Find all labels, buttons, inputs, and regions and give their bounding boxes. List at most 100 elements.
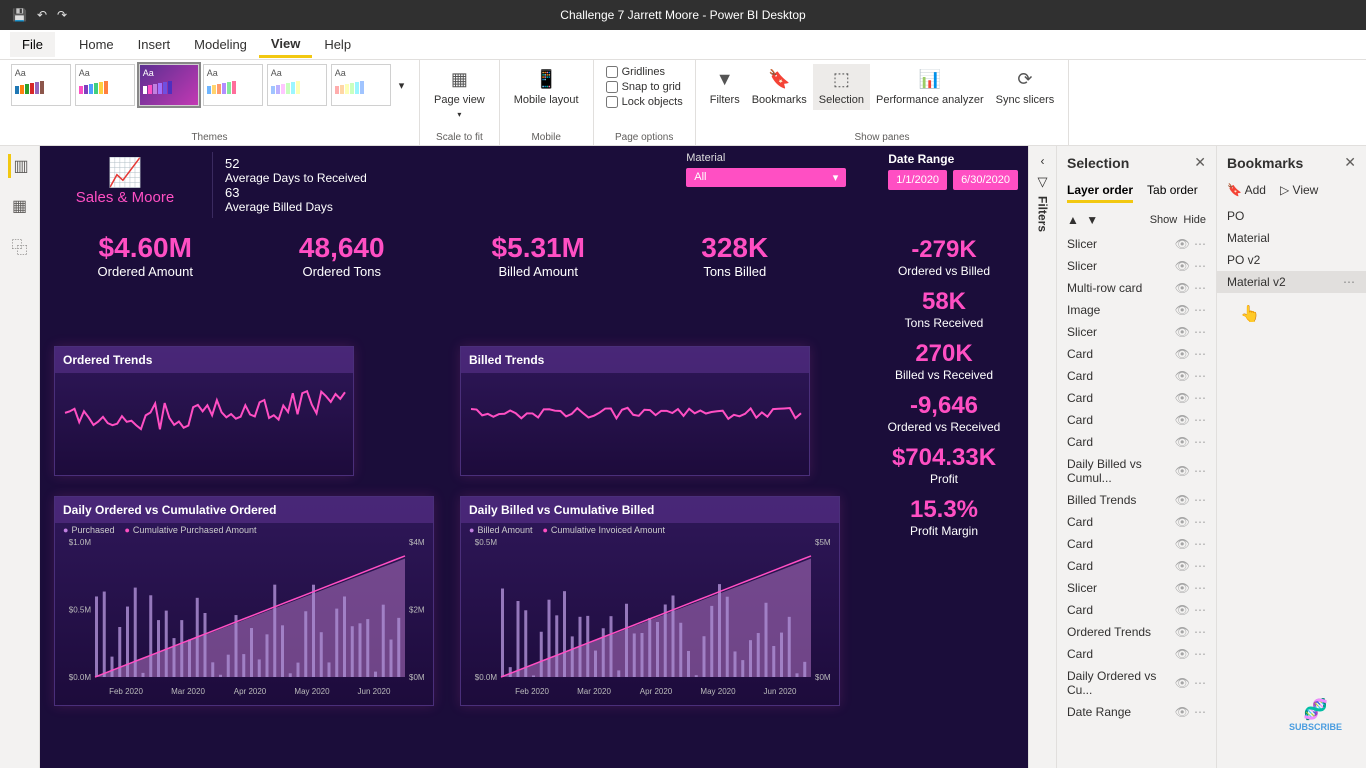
close-icon[interactable]: ✕ [1194,154,1206,171]
daily-ordered-svg: $1.0M$0.5M$0.0M$4M$2M$0MFeb 2020Mar 2020… [55,537,435,702]
tab-modeling[interactable]: Modeling [182,33,259,56]
page-view-button[interactable]: ▦Page view▾ [428,64,491,123]
bookmark-item[interactable]: Material v2⋯ [1217,271,1366,293]
tab-help[interactable]: Help [312,33,363,56]
sync-slicers-button[interactable]: ⟳Sync slicers [990,64,1061,110]
selection-item[interactable]: Slicer👁⋯ [1057,321,1216,343]
snap-checkbox[interactable]: Snap to grid [606,81,683,93]
selection-item[interactable]: Card👁⋯ [1057,387,1216,409]
bookmarks-button[interactable]: 🔖Bookmarks [746,64,813,110]
ordered-trends-svg [55,373,355,473]
svg-text:Apr 2020: Apr 2020 [640,687,673,696]
kpi-tons-received: 58KTons Received [874,288,1014,330]
visibility-icon: 👁 [1175,237,1190,251]
selection-item[interactable]: Card👁⋯ [1057,533,1216,555]
svg-text:$0M: $0M [409,673,425,682]
date-to[interactable]: 6/30/2020 [953,170,1018,190]
selection-pane: Selection ✕ Layer order Tab order ▲ ▼ Sh… [1056,146,1216,768]
theme-swatch[interactable]: Aa [139,64,199,106]
left-view-rail: ▥ ▦ ⿻ [0,146,40,768]
material-dropdown[interactable]: All▾ [686,168,846,187]
mobile-layout-button[interactable]: 📱Mobile layout [508,64,585,110]
hide-all-link[interactable]: Hide [1183,214,1206,226]
tab-view[interactable]: View [259,32,312,58]
more-icon: ⋯ [1194,581,1206,595]
bookmark-item[interactable]: Material [1217,227,1366,249]
more-icon: ⋯ [1194,559,1206,573]
visibility-icon: 👁 [1175,435,1190,449]
report-view-icon[interactable]: ▥ [8,154,32,178]
reorder-arrows[interactable]: ▲ ▼ [1067,213,1100,227]
redo-icon[interactable]: ↷ [57,8,67,22]
svg-text:$0.0M: $0.0M [475,673,498,682]
selection-item[interactable]: Daily Billed vs Cumul...👁⋯ [1057,453,1216,489]
visibility-icon: 👁 [1175,281,1190,295]
visibility-icon: 👁 [1175,647,1190,661]
date-from[interactable]: 1/1/2020 [888,170,947,190]
save-icon[interactable]: 💾 [12,8,27,22]
subscribe-watermark: 🧬 SUBSCRIBE [1289,697,1342,732]
selection-item[interactable]: Card👁⋯ [1057,555,1216,577]
selection-item[interactable]: Image👁⋯ [1057,299,1216,321]
selection-item[interactable]: Ordered Trends👁⋯ [1057,621,1216,643]
tab-insert[interactable]: Insert [126,33,183,56]
bookmark-item[interactable]: PO v2 [1217,249,1366,271]
theme-swatch[interactable]: Aa [203,64,263,106]
selection-item[interactable]: Date Range👁⋯ [1057,701,1216,723]
bookmark-add-button[interactable]: 🔖 Add [1227,183,1266,197]
perf-analyzer-button[interactable]: 📊Performance analyzer [870,64,990,110]
theme-swatch[interactable]: Aa [11,64,71,106]
more-icon: ⋯ [1194,705,1206,719]
bookmark-view-button[interactable]: ▷ View [1280,183,1318,197]
selection-item[interactable]: Card👁⋯ [1057,431,1216,453]
file-menu[interactable]: File [10,32,55,57]
selection-item[interactable]: Multi-row card👁⋯ [1057,277,1216,299]
selection-item[interactable]: Slicer👁⋯ [1057,255,1216,277]
svg-text:Jun 2020: Jun 2020 [358,687,391,696]
selection-button[interactable]: ⬚Selection [813,64,870,110]
chart-billed-trends[interactable]: Billed Trends [460,346,810,476]
undo-icon[interactable]: ↶ [37,8,47,22]
svg-text:Jun 2020: Jun 2020 [764,687,797,696]
bookmark-item[interactable]: PO [1217,205,1366,227]
selection-item[interactable]: Card👁⋯ [1057,409,1216,431]
selection-item[interactable]: Daily Ordered vs Cu...👁⋯ [1057,665,1216,701]
chart-ordered-trends[interactable]: Ordered Trends [54,346,354,476]
chart-daily-billed[interactable]: Daily Billed vs Cumulative Billed Billed… [460,496,840,706]
tab-home[interactable]: Home [67,33,126,56]
kpi-billed-vs-received: 270KBilled vs Received [874,340,1014,382]
close-icon[interactable]: ✕ [1344,154,1356,171]
theme-swatch[interactable]: Aa [331,64,391,106]
more-icon: ⋯ [1194,647,1206,661]
filters-button[interactable]: ▼Filters [704,64,746,110]
lock-checkbox[interactable]: Lock objects [606,96,683,108]
selection-item[interactable]: Card👁⋯ [1057,643,1216,665]
more-icon: ⋯ [1194,303,1206,317]
selection-item[interactable]: Slicer👁⋯ [1057,233,1216,255]
selection-item[interactable]: Card👁⋯ [1057,343,1216,365]
tab-order-tab[interactable]: Tab order [1147,183,1198,203]
theme-swatch[interactable]: Aa [267,64,327,106]
more-icon: ⋯ [1194,625,1206,639]
themes-dropdown-icon[interactable]: ▾ [395,75,409,96]
chart-daily-ordered[interactable]: Daily Ordered vs Cumulative Ordered Purc… [54,496,434,706]
ribbon-group-themes: AaAaAaAaAaAa▾ Themes [0,60,420,145]
svg-text:Mar 2020: Mar 2020 [577,687,611,696]
filters-pane-collapsed[interactable]: ‹ ▽ Filters [1028,146,1056,768]
material-slicer[interactable]: Material All▾ [686,152,846,187]
data-view-icon[interactable]: ▦ [8,194,32,218]
visibility-icon: 👁 [1175,537,1190,551]
model-view-icon[interactable]: ⿻ [8,234,32,258]
date-range-slicer[interactable]: Date Range 1/1/2020 6/30/2020 [888,152,1018,190]
layer-order-tab[interactable]: Layer order [1067,183,1133,203]
gridlines-checkbox[interactable]: Gridlines [606,66,683,78]
selection-item[interactable]: Slicer👁⋯ [1057,577,1216,599]
theme-swatch[interactable]: Aa [75,64,135,106]
selection-item[interactable]: Card👁⋯ [1057,365,1216,387]
selection-item[interactable]: Card👁⋯ [1057,599,1216,621]
selection-item[interactable]: Card👁⋯ [1057,511,1216,533]
show-all-link[interactable]: Show [1150,214,1178,226]
visibility-icon: 👁 [1175,259,1190,273]
window-title: Challenge 7 Jarrett Moore - Power BI Des… [560,8,805,22]
selection-item[interactable]: Billed Trends👁⋯ [1057,489,1216,511]
